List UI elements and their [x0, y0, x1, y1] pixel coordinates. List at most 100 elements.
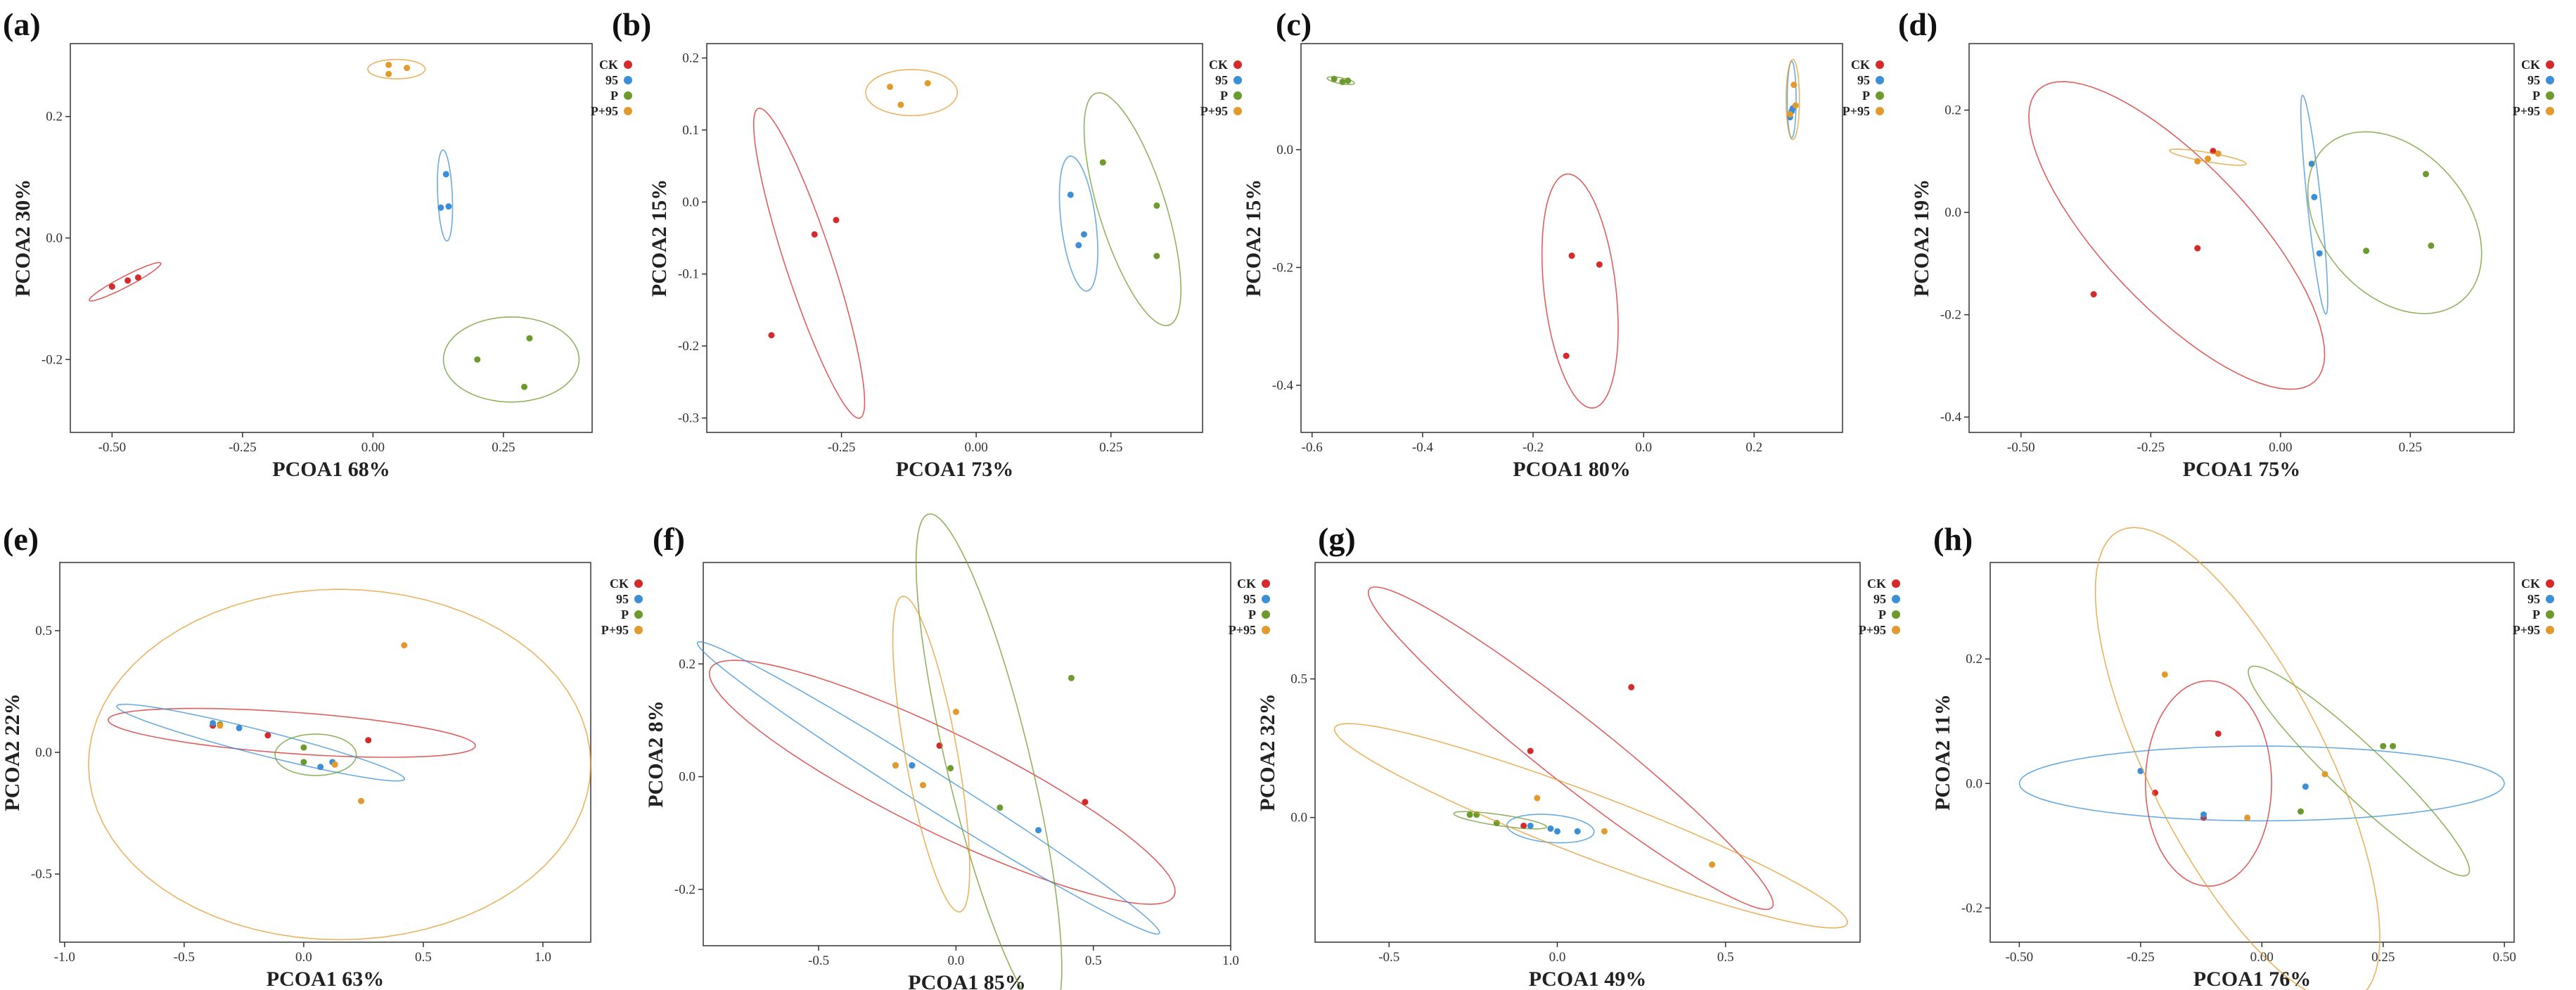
panel-label: (a)	[3, 6, 41, 42]
x-tick-label: 1.0	[534, 950, 551, 965]
legend-marker	[2546, 610, 2554, 619]
legend-label: P+95	[1859, 623, 1886, 637]
x-tick-label: 0.25	[2371, 950, 2395, 965]
legend-label: P	[1248, 608, 1256, 622]
legend-label: CK	[2521, 577, 2540, 591]
data-point-95	[1553, 828, 1561, 835]
legend-label: CK	[1851, 58, 1870, 72]
x-tick-label: 0.25	[2399, 440, 2422, 455]
plot-frame	[1300, 43, 1843, 433]
legend-marker	[1892, 579, 1900, 588]
legend-marker	[1892, 610, 1900, 619]
data-point-95	[1080, 231, 1087, 238]
data-point-Pplus95	[1790, 82, 1798, 89]
data-point-Pplus95	[331, 761, 338, 768]
panel-label: (g)	[1318, 521, 1356, 557]
legend-marker	[624, 76, 632, 84]
data-point-Pplus95	[2205, 155, 2212, 162]
legend-label: CK	[610, 577, 629, 591]
data-point-Pplus95	[385, 61, 392, 68]
data-point-P	[1331, 75, 1338, 82]
legend-label: P+95	[1229, 623, 1256, 637]
x-axis-title: PCOA1 75%	[2183, 458, 2301, 481]
legend-label: P	[1878, 608, 1886, 622]
confidence-ellipse-95	[1058, 155, 1098, 292]
x-tick-label: 0.0	[1549, 950, 1566, 965]
data-point-95	[2316, 250, 2323, 257]
legend-marker	[624, 60, 632, 69]
confidence-ellipse-CK	[708, 660, 1176, 905]
data-point-P	[2297, 808, 2304, 815]
y-axis-title: PCOA2 15%	[648, 179, 671, 297]
confidence-ellipse-Pplus95	[87, 589, 591, 941]
confidence-ellipse-CK	[89, 262, 162, 302]
panel-label: (f)	[653, 521, 685, 557]
legend-marker	[624, 91, 632, 100]
data-point-Pplus95	[924, 79, 931, 86]
data-point-CK	[2090, 291, 2097, 298]
plot-frame	[706, 43, 1203, 433]
x-tick-label: 0.50	[2493, 950, 2516, 965]
panel-label: (c)	[1276, 6, 1312, 42]
confidence-ellipse-P	[2248, 665, 2471, 877]
x-tick-label: -0.25	[2127, 950, 2155, 965]
panel-7: (g) -0.5 0.0 0.5 0.5 0.0 PCOA1 49% PCOA2 32% CK9…	[1256, 521, 1900, 990]
data-point-CK	[264, 732, 271, 739]
legend-marker	[2546, 595, 2554, 603]
confidence-ellipse-P	[915, 513, 1063, 990]
legend-marker	[2546, 91, 2554, 100]
legend-marker	[1233, 107, 1242, 115]
legend-label: CK	[1867, 577, 1886, 591]
x-tick-label: -0.5	[1378, 950, 1399, 965]
data-point-P	[1068, 674, 1075, 681]
data-point-Pplus95	[920, 782, 926, 789]
legend-marker	[1233, 91, 1242, 100]
legend-marker	[1876, 91, 1884, 100]
x-tick-label: 0.00	[965, 440, 988, 455]
confidence-ellipse-P	[1083, 92, 1181, 326]
y-axis-title: PCOA2 15%	[1242, 179, 1265, 297]
y-tick-label: 0.0	[1276, 143, 1293, 158]
x-tick-label: -0.5	[174, 950, 195, 965]
y-tick-label: -0.2	[1940, 308, 1961, 323]
data-point-CK	[1568, 252, 1575, 259]
x-tick-label: -0.25	[229, 440, 257, 455]
y-tick-label: 0.1	[682, 123, 699, 138]
plot-frame	[59, 562, 591, 943]
x-tick-label: -0.50	[2007, 440, 2035, 455]
confidence-ellipse-95	[2300, 94, 2328, 315]
x-tick-label: 0.0	[1635, 440, 1652, 455]
confidence-ellipse-P	[1453, 811, 1547, 830]
data-point-CK	[1082, 799, 1089, 806]
y-axis-title: PCOA2 8%	[644, 700, 667, 808]
plot-frame	[70, 43, 593, 433]
data-point-CK	[2194, 245, 2201, 252]
legend-label: P+95	[601, 623, 629, 637]
legend-label: P	[621, 608, 629, 622]
y-tick-label: -0.2	[1272, 260, 1293, 275]
y-tick-label: -0.2	[674, 882, 696, 897]
data-point-95	[2311, 193, 2318, 200]
x-tick-label: 1.0	[1222, 953, 1239, 968]
x-tick-label: -0.50	[98, 440, 127, 455]
data-point-95	[1574, 828, 1581, 835]
x-axis-title: PCOA1 68%	[272, 458, 390, 481]
y-tick-label: 0.2	[1944, 103, 1961, 118]
legend-label: 95	[2527, 73, 2540, 87]
confidence-ellipse-Pplus95	[1786, 58, 1800, 141]
y-tick-label: -0.1	[678, 267, 699, 282]
legend-marker	[1892, 626, 1900, 634]
legend-marker	[1876, 107, 1884, 115]
legend-marker	[634, 579, 643, 588]
data-point-95	[2200, 811, 2207, 818]
data-point-Pplus95	[887, 83, 894, 90]
data-point-95	[2302, 783, 2309, 790]
x-axis-title: PCOA1 63%	[267, 968, 385, 990]
x-axis-title: PCOA1 76%	[2193, 968, 2312, 990]
data-point-95	[909, 762, 916, 769]
legend-label: 95	[605, 73, 618, 87]
data-point-CK	[1563, 352, 1570, 359]
x-axis-title: PCOA1 80%	[1513, 458, 1631, 481]
data-point-Pplus95	[892, 762, 899, 769]
